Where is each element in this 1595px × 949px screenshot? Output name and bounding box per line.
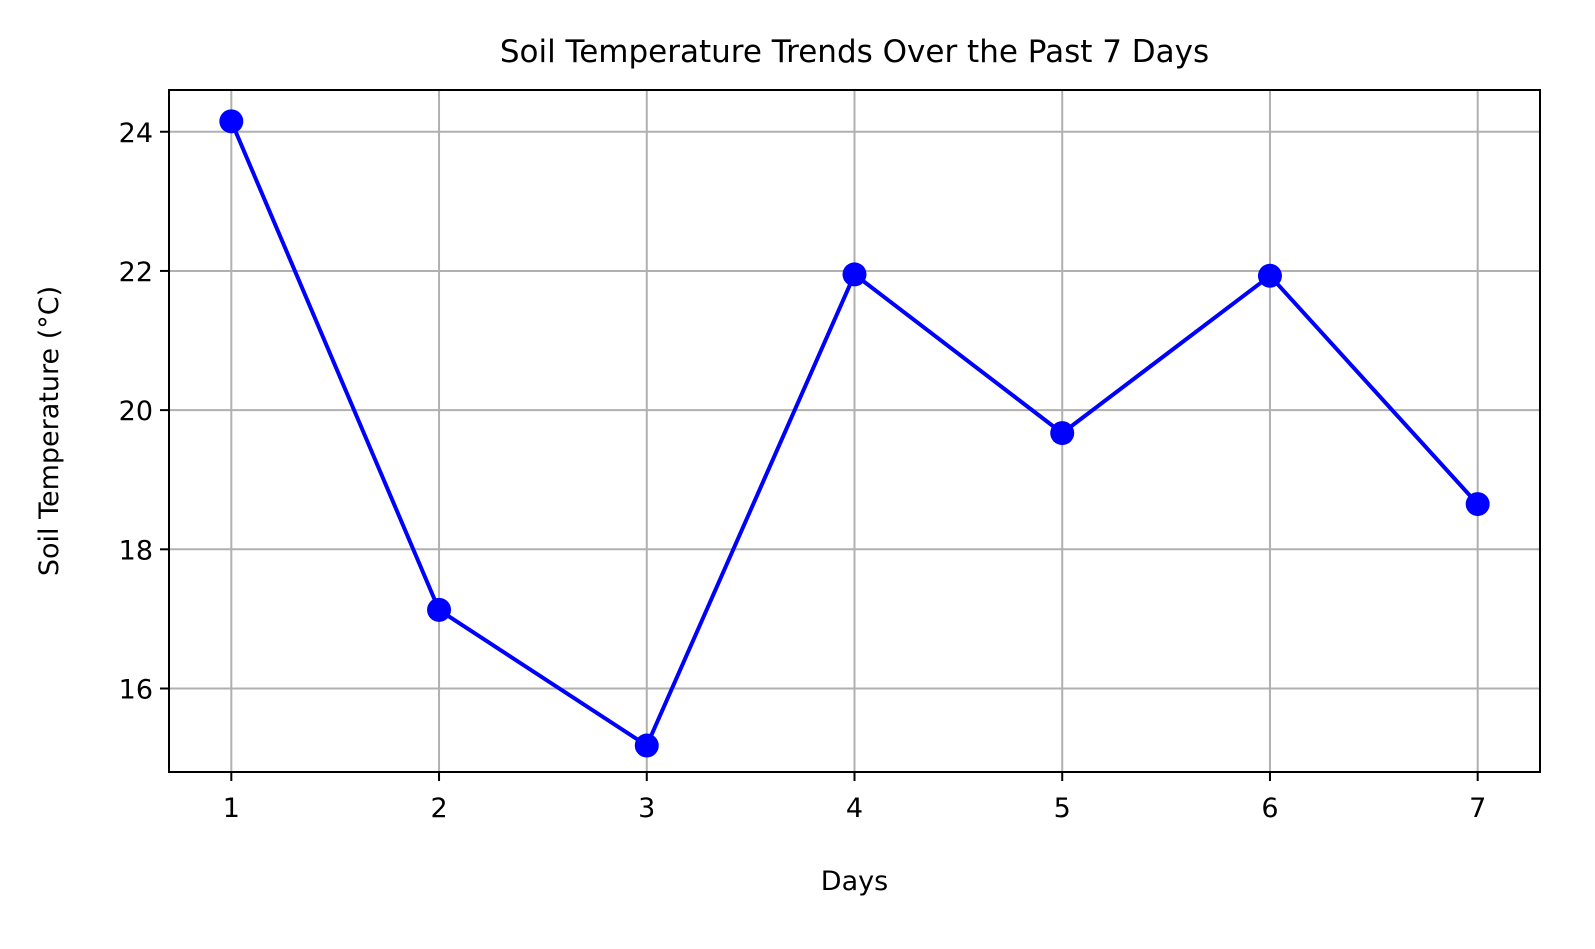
data-point-marker bbox=[1465, 492, 1490, 517]
data-point-marker bbox=[634, 733, 659, 758]
y-tick-label: 18 bbox=[119, 535, 153, 566]
x-ticks: 1 2 3 4 5 6 7 bbox=[223, 772, 1486, 824]
x-tick-label: 1 bbox=[223, 793, 240, 824]
x-tick-label: 6 bbox=[1261, 793, 1278, 824]
y-ticks: 16 18 20 22 24 bbox=[119, 118, 169, 705]
data-point-marker bbox=[219, 109, 244, 134]
chart-title: Soil Temperature Trends Over the Past 7 … bbox=[500, 34, 1209, 70]
data-point-marker bbox=[1257, 263, 1282, 288]
x-tick-label: 5 bbox=[1054, 793, 1071, 824]
x-axis-label: Days bbox=[821, 866, 888, 897]
y-tick-label: 22 bbox=[119, 257, 153, 288]
x-tick-label: 7 bbox=[1469, 793, 1486, 824]
y-tick-label: 16 bbox=[119, 674, 153, 705]
y-axis-label: Soil Temperature (°C) bbox=[34, 286, 65, 576]
x-tick-label: 3 bbox=[638, 793, 655, 824]
series-layer bbox=[219, 109, 1490, 758]
data-point-marker bbox=[427, 597, 452, 622]
y-tick-label: 20 bbox=[119, 396, 153, 427]
data-point-marker bbox=[842, 262, 867, 287]
y-tick-label: 24 bbox=[119, 118, 153, 149]
x-tick-label: 2 bbox=[430, 793, 447, 824]
x-tick-label: 4 bbox=[846, 793, 863, 824]
data-point-marker bbox=[1050, 421, 1075, 446]
